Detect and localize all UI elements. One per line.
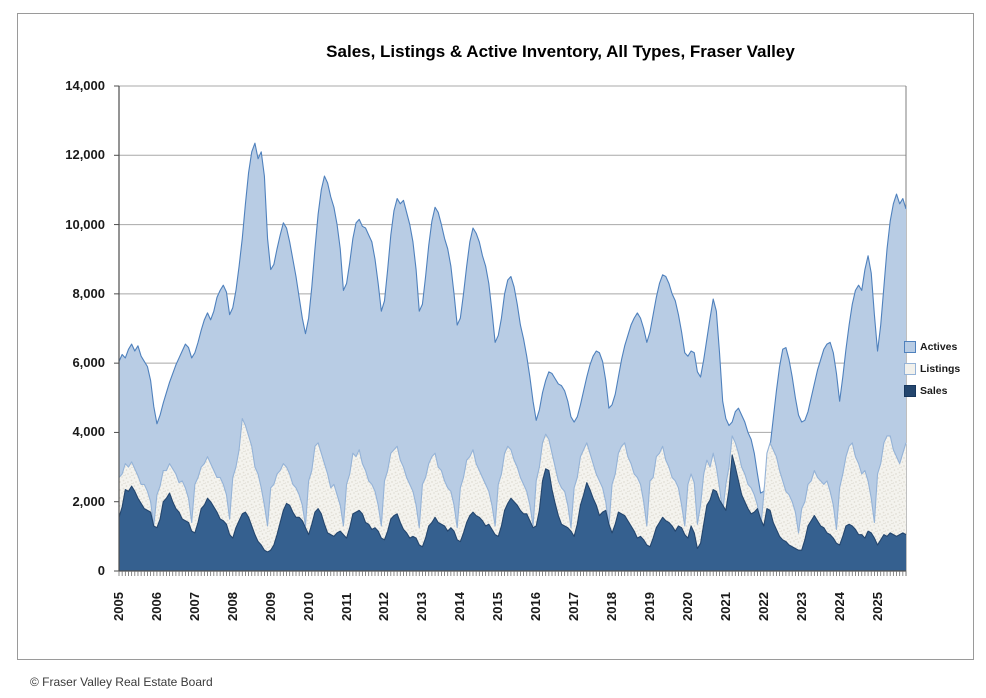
x-axis-tick-label: 2014: [452, 592, 468, 621]
y-axis-tick-label: 10,000: [65, 216, 105, 232]
x-axis-tick-label: 2011: [338, 592, 354, 621]
legend-item: Sales: [904, 385, 960, 397]
y-axis-tick-label: 6,000: [72, 355, 105, 371]
x-axis-tick-label: 2009: [262, 592, 278, 621]
legend-swatch-listings-icon: [904, 363, 916, 375]
x-axis-tick-label: 2025: [869, 592, 885, 621]
y-axis-tick-label: 12,000: [65, 147, 105, 163]
legend-label: Sales: [920, 385, 948, 397]
legend-item: Actives: [904, 341, 960, 353]
legend-swatch-actives-icon: [904, 341, 916, 353]
x-axis-tick-label: 2022: [755, 592, 771, 621]
x-axis-tick-label: 2007: [186, 592, 202, 621]
x-axis-tick-label: 2017: [566, 592, 582, 621]
legend-label: Listings: [920, 363, 961, 375]
x-axis-tick-label: 2012: [376, 592, 392, 621]
x-axis-tick-label: 2016: [528, 592, 544, 621]
legend-item: Listings: [904, 363, 960, 375]
x-axis-tick-label: 2024: [831, 592, 847, 621]
x-axis-tick-label: 2020: [679, 592, 695, 621]
x-axis-tick-label: 2019: [641, 592, 657, 621]
y-axis-tick-label: 0: [97, 563, 105, 578]
copyright-text: © Fraser Valley Real Estate Board: [30, 675, 213, 689]
legend-label: Actives: [920, 341, 958, 353]
x-axis-tick-label: 2021: [717, 592, 733, 621]
x-axis-tick-label: 2013: [414, 592, 430, 621]
x-axis-tick-label: 2023: [793, 592, 809, 621]
x-axis-tick-label: 2010: [300, 592, 316, 621]
y-axis-tick-label: 14,000: [65, 78, 105, 93]
x-axis-tick-label: 2018: [604, 592, 620, 621]
y-axis-tick-label: 4,000: [72, 424, 105, 440]
chart-container: Sales, Listings & Active Inventory, All …: [17, 13, 974, 660]
legend-swatch-sales-icon: [904, 385, 916, 397]
x-axis-tick-label: 2008: [224, 592, 240, 621]
x-axis-tick-label: 2006: [148, 592, 164, 621]
x-axis-tick-label: 2015: [490, 592, 506, 621]
x-axis-tick-label: 2005: [111, 592, 126, 621]
y-axis-tick-label: 8,000: [72, 285, 105, 301]
chart-title: Sales, Listings & Active Inventory, All …: [326, 42, 795, 61]
y-axis-tick-label: 2,000: [72, 493, 105, 509]
area-chart-plot: [114, 85, 907, 576]
chart-legend: Actives Listings Sales: [904, 341, 960, 407]
